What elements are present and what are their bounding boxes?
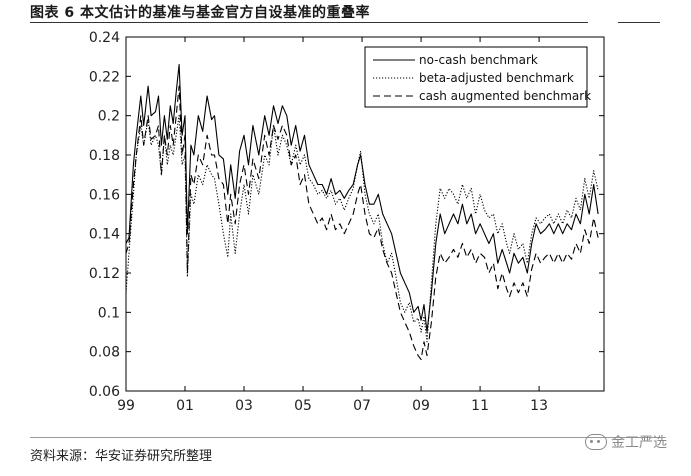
legend-box: [364, 46, 588, 108]
legend-label: no-cash benchmark: [419, 53, 538, 67]
y-tick-label: 0.08: [89, 345, 120, 361]
x-tick-label: 05: [294, 398, 312, 414]
y-tick-label: 0.24: [89, 30, 120, 46]
y-tick-label: 0.14: [89, 227, 120, 243]
title-divider-right: [618, 22, 660, 23]
series-line-2: [125, 115, 599, 343]
footer-divider: [30, 437, 660, 438]
x-tick-label: 11: [471, 398, 489, 414]
series-line-3: [125, 85, 599, 361]
x-tick-label: 07: [353, 398, 371, 414]
page-title: 图表 6 本文估计的基准与基金官方自设基准的重叠率: [30, 5, 370, 21]
y-tick-label: 0.22: [89, 69, 120, 85]
y-tick-label: 0.18: [89, 148, 120, 164]
y-tick-label: 0.12: [89, 266, 120, 282]
x-tick-label: 13: [530, 398, 548, 414]
watermark-text: 金工严选: [611, 435, 667, 451]
y-tick-label: 0.06: [89, 384, 120, 400]
source-note: 资料来源：华安证券研究所整理: [30, 449, 213, 464]
watermark: 金工严选: [585, 432, 667, 452]
overlap-line-chart: 0.06 0.08 0.1 0.12 0.14 0.16 0.18 0.2 0.22 0.24 99…: [89, 30, 605, 414]
legend-label: beta-adjusted benchmark: [419, 71, 574, 85]
series-line-1: [125, 63, 599, 333]
y-tick-label: 0.16: [89, 187, 120, 203]
x-tick-label: 01: [176, 398, 194, 414]
x-tick-label: 09: [412, 398, 430, 414]
wechat-icon: [585, 434, 607, 450]
y-tick-label: 0.1: [98, 305, 120, 321]
title-divider: [30, 22, 588, 23]
x-tick-label: 03: [235, 398, 253, 414]
x-tick-label: 99: [117, 398, 135, 414]
y-tick-label: 0.2: [98, 109, 120, 125]
legend-label: cash augmented benchmark: [419, 89, 591, 103]
